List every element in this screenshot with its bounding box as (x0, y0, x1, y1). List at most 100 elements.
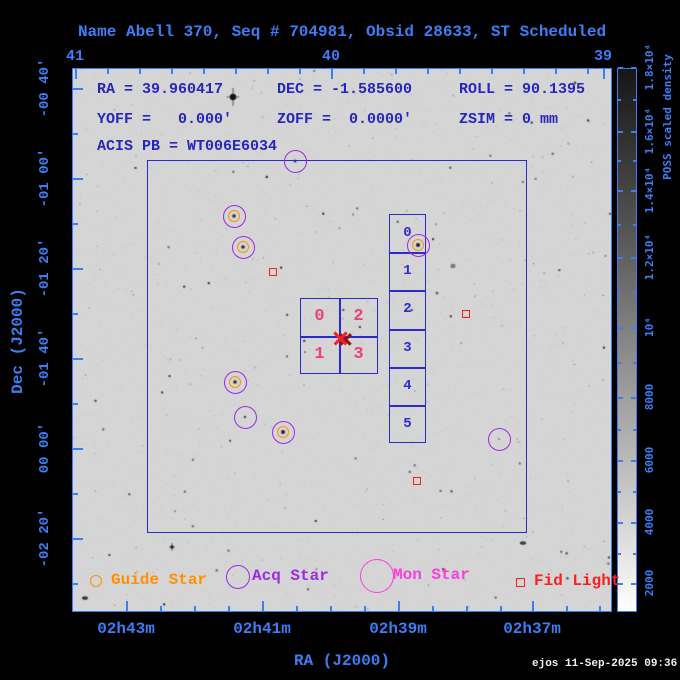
acis-s-gridline (389, 290, 426, 292)
plot-title: Name Abell 370, Seq # 704981, Obsid 2863… (77, 23, 607, 41)
acq-star-marker (271, 420, 295, 444)
colorbar-gradient (617, 68, 637, 612)
colorbar-tick (618, 292, 621, 294)
x-axis-bottom-tick (599, 606, 601, 611)
colorbar-tick (618, 553, 621, 555)
y-axis-tick-label: -01 20' (37, 238, 53, 298)
colorbar-tick (618, 99, 621, 101)
x-axis-top-tick (331, 69, 333, 79)
x-axis-top-tick-label: 40 (321, 48, 340, 65)
legend-label-acq-star: Acq Star (252, 567, 329, 585)
acis-i-chip-label: 2 (353, 307, 364, 326)
y-axis-tick (73, 88, 83, 90)
colorbar-tick (633, 292, 636, 294)
legend-label-fid-light: Fid Light (534, 572, 621, 590)
info-text: YOFF = 0.000' (97, 111, 233, 128)
colorbar-tick (618, 190, 623, 192)
x-axis-top-tick (491, 69, 493, 74)
guide-star-circle (90, 575, 102, 587)
colorbar-tick (618, 522, 623, 524)
acq-star-marker (223, 370, 247, 394)
y-axis-tick (73, 268, 83, 270)
fov-outline (147, 160, 527, 533)
y-axis-tick-label: 00 00' (37, 422, 53, 474)
x-axis-bottom-tick (398, 601, 400, 611)
acis-s-chip-label: 3 (403, 339, 412, 356)
acq-star-marker (233, 405, 257, 429)
x-axis-top-tick-label: 39 (593, 48, 612, 65)
colorbar-title: POSS scaled density (660, 54, 674, 180)
acis-s-chip-label: 2 (403, 301, 412, 318)
y-axis-tick (73, 358, 83, 360)
x-axis-bottom-tick-label: 02h39m (369, 620, 427, 638)
info-text: RA = 39.960417 (97, 81, 224, 98)
y-axis-tick-label: -01 00' (37, 148, 53, 208)
colorbar-tick (618, 397, 623, 399)
y-axis-tick (73, 133, 78, 135)
y-axis-tick (73, 583, 78, 585)
colorbar-tick (631, 327, 636, 329)
acq-star-marker (231, 235, 255, 259)
x-axis-bottom-tick (566, 606, 568, 611)
fid-light-square (515, 577, 525, 587)
x-axis-bottom-tick (532, 601, 534, 611)
y-axis-tick (73, 538, 83, 540)
colorbar-tick (618, 362, 621, 364)
x-axis-title: RA (J2000) (293, 652, 390, 670)
fid-light-marker (413, 477, 421, 485)
acis-s-gridline (389, 252, 426, 254)
y-axis-tick (73, 493, 78, 495)
colorbar-tick (633, 553, 636, 555)
colorbar-tick (631, 397, 636, 399)
colorbar-tick (633, 224, 636, 226)
x-axis-top-tick-label: 41 (65, 48, 84, 65)
x-axis-top-tick (555, 69, 557, 74)
credit-timestamp: ejos 11-Sep-2025 09:36 (532, 658, 678, 670)
info-text: DEC = -1.585600 (277, 81, 413, 98)
x-axis-top-tick (603, 69, 605, 79)
colorbar-tick (631, 583, 636, 585)
y-axis-tick-label: -01 40' (37, 328, 53, 388)
x-axis-top-tick (427, 69, 429, 74)
acis-s-outline (389, 214, 426, 443)
acis-s-gridline (389, 405, 426, 407)
colorbar-tick (618, 160, 621, 162)
legend-label-mon-star: Mon Star (393, 566, 470, 584)
info-text: ZOFF = 0.0000' (277, 111, 413, 128)
colorbar-tick (618, 583, 623, 585)
x-axis-bottom-tick (194, 606, 196, 611)
info-text: ACIS PB = WT006E6034 (97, 138, 278, 155)
x-axis-bottom-tick (160, 606, 162, 611)
acq-star-marker (487, 427, 511, 451)
acis-s-chip-label: 4 (403, 377, 412, 394)
acis-i-chip-label: 3 (353, 345, 364, 364)
y-axis-tick (73, 313, 78, 315)
y-axis-tick (73, 178, 83, 180)
colorbar-tick (631, 190, 636, 192)
x-axis-bottom-tick (228, 606, 230, 611)
x-axis-top-tick (299, 69, 301, 74)
colorbar-tick (633, 491, 636, 493)
colorbar-tick (633, 429, 636, 431)
x-axis-bottom-tick-label: 02h41m (233, 620, 291, 638)
x-axis-bottom-tick-label: 02h43m (97, 620, 155, 638)
acq-star-marker (283, 149, 307, 173)
acis-s-chip-label: 0 (403, 225, 412, 242)
colorbar-tick-label: 10⁴ (642, 317, 656, 337)
colorbar-tick (633, 99, 636, 101)
x-axis-top-tick (363, 69, 365, 74)
x-axis-top-tick (459, 69, 461, 74)
colorbar-tick (618, 224, 621, 226)
colorbar-tick (633, 362, 636, 364)
acis-s-chip-label: 5 (403, 415, 412, 432)
legend-label-guide-star: Guide Star (111, 571, 208, 589)
colorbar-tick (618, 257, 623, 259)
x-axis-bottom-tick (126, 601, 128, 611)
y-axis-tick (73, 403, 78, 405)
fid-light-marker (269, 268, 277, 276)
x-axis-bottom-tick (330, 606, 332, 611)
x-axis-top-tick (395, 69, 397, 74)
x-axis-bottom-tick (466, 606, 468, 611)
x-axis-bottom-tick (500, 606, 502, 611)
